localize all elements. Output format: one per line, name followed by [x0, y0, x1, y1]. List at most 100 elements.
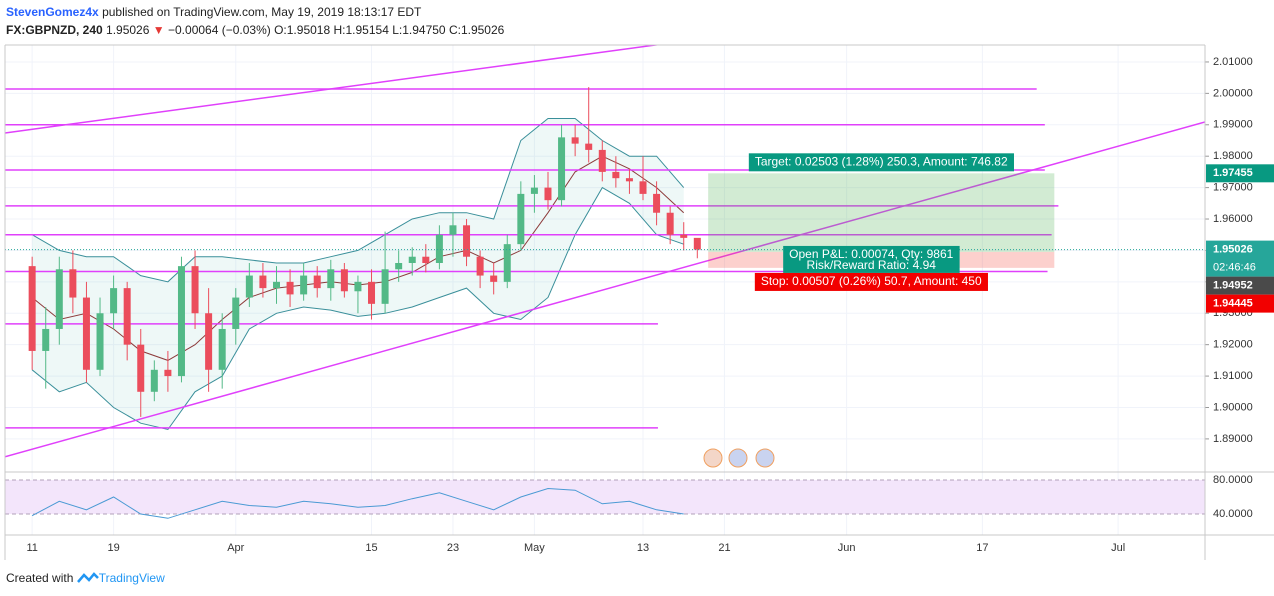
price-label-box: [1206, 276, 1274, 295]
quote-line: FX:GBPNZD, 240 1.95026 ▼ −0.00064 (−0.03…: [6, 21, 504, 39]
candle-body: [313, 275, 321, 289]
candle-body: [490, 275, 498, 282]
candle-body: [517, 193, 525, 245]
candle-body: [544, 187, 552, 201]
candle-body: [137, 344, 145, 392]
candle-body: [150, 369, 158, 392]
price-label-box: [1206, 164, 1274, 183]
candle-body: [164, 369, 172, 377]
symbol: FX:GBPNZD, 240: [6, 23, 103, 37]
label-box: [754, 272, 988, 291]
y-tick-label: 1.96000: [1213, 213, 1253, 225]
price-label: 1.95026: [1213, 244, 1253, 256]
event-icons: [703, 448, 775, 468]
close: C:1.95026: [448, 23, 505, 37]
y-tick-label: 1.99000: [1213, 119, 1253, 131]
price-pane: [5, 45, 1205, 470]
candle-body: [625, 178, 633, 182]
candle-body: [558, 137, 566, 201]
rsi-band: [5, 480, 1205, 515]
x-tick-label: Apr: [227, 542, 244, 554]
price-label: 1.97455: [1213, 167, 1253, 179]
event-icon[interactable]: [755, 448, 775, 468]
y-tick-label: 40.0000: [1213, 508, 1253, 520]
event-icon[interactable]: [728, 448, 748, 468]
y-tick-label: 1.91000: [1213, 370, 1253, 382]
candle-body: [653, 193, 661, 213]
price-label-box: [1206, 240, 1274, 277]
x-tick-label: 21: [718, 542, 730, 554]
y-tick-label: 1.98000: [1213, 150, 1253, 162]
candle-body: [449, 225, 457, 235]
candle-body: [55, 269, 63, 329]
candle-body: [381, 269, 389, 304]
y-tick-label: 2.01000: [1213, 56, 1253, 68]
price-label: 1.94952: [1213, 280, 1253, 292]
y-tick-label: 1.97000: [1213, 182, 1253, 194]
candle-body: [354, 281, 362, 292]
candle-body: [639, 181, 647, 194]
candle-body: [232, 297, 240, 329]
candle-body: [476, 256, 484, 276]
position-label: Risk/Reward Ratio: 4.94: [807, 258, 937, 272]
x-tick-label: 11: [26, 542, 37, 554]
candle-body: [123, 288, 131, 345]
trend-line: [5, 121, 1205, 458]
x-tick-label: May: [524, 542, 545, 554]
position-label: Open P&L: 0.00074, Qty: 9861: [789, 247, 953, 261]
upper-band: [31, 118, 685, 283]
x-tick-label: 17: [976, 542, 988, 554]
arrow: ▼: [152, 23, 165, 37]
brand[interactable]: TradingView: [98, 571, 165, 585]
x-tick-label: Jun: [838, 542, 856, 554]
profit-zone: [708, 173, 1055, 252]
candle-body: [286, 281, 294, 295]
y-tick-label: 80.0000: [1213, 474, 1253, 486]
candle-body: [693, 237, 701, 250]
candle-body: [585, 143, 593, 150]
author[interactable]: StevenGomez4x: [6, 5, 99, 19]
candle-body: [368, 281, 376, 304]
candle-body: [598, 149, 606, 172]
last: 1.95026: [106, 23, 150, 37]
header: StevenGomez4x published on TradingView.c…: [6, 3, 504, 39]
candle-body: [435, 234, 443, 263]
x-tick-label: Jul: [1111, 542, 1125, 554]
candle-body: [191, 266, 199, 314]
x-tick-label: 13: [637, 542, 649, 554]
label-box: [748, 153, 1014, 172]
high: H:1.95154: [333, 23, 389, 37]
x-tick-label: 15: [365, 542, 377, 554]
event-icon[interactable]: [703, 448, 723, 468]
price-label-box: [1206, 294, 1274, 313]
y-tick-label: 2.00000: [1213, 87, 1253, 99]
published: published on TradingView.com, May 19, 20…: [102, 5, 422, 19]
y-tick-label: 1.89000: [1213, 433, 1253, 445]
candle-body: [272, 281, 280, 289]
candle-body: [612, 171, 620, 179]
logo: [76, 572, 99, 583]
candle-body: [245, 275, 253, 298]
footer: Created with TradingView: [6, 570, 165, 585]
position-label: Target: 0.02503 (1.28%) 250.3, Amount: 7…: [755, 154, 1008, 168]
countdown: 02:46:46: [1213, 262, 1256, 274]
candle-body: [530, 187, 538, 194]
candle-body: [680, 234, 688, 238]
candle-body: [218, 328, 226, 370]
trend-line: [5, 45, 662, 134]
low: L:1.94750: [392, 23, 446, 37]
candle-body: [205, 313, 213, 370]
y-tick-label: 1.92000: [1213, 339, 1253, 351]
x-tick-label: 19: [107, 542, 119, 554]
change: −0.00064 (−0.03%): [168, 23, 271, 37]
open: O:1.95018: [274, 23, 331, 37]
publish-line: StevenGomez4x published on TradingView.c…: [6, 3, 504, 21]
candle-body: [69, 269, 77, 298]
candle-body: [408, 256, 416, 263]
rsi-line: [31, 487, 684, 519]
candle-body: [340, 269, 348, 292]
candle-body: [28, 266, 36, 351]
label-box: [783, 245, 960, 273]
candle-body: [96, 313, 104, 370]
